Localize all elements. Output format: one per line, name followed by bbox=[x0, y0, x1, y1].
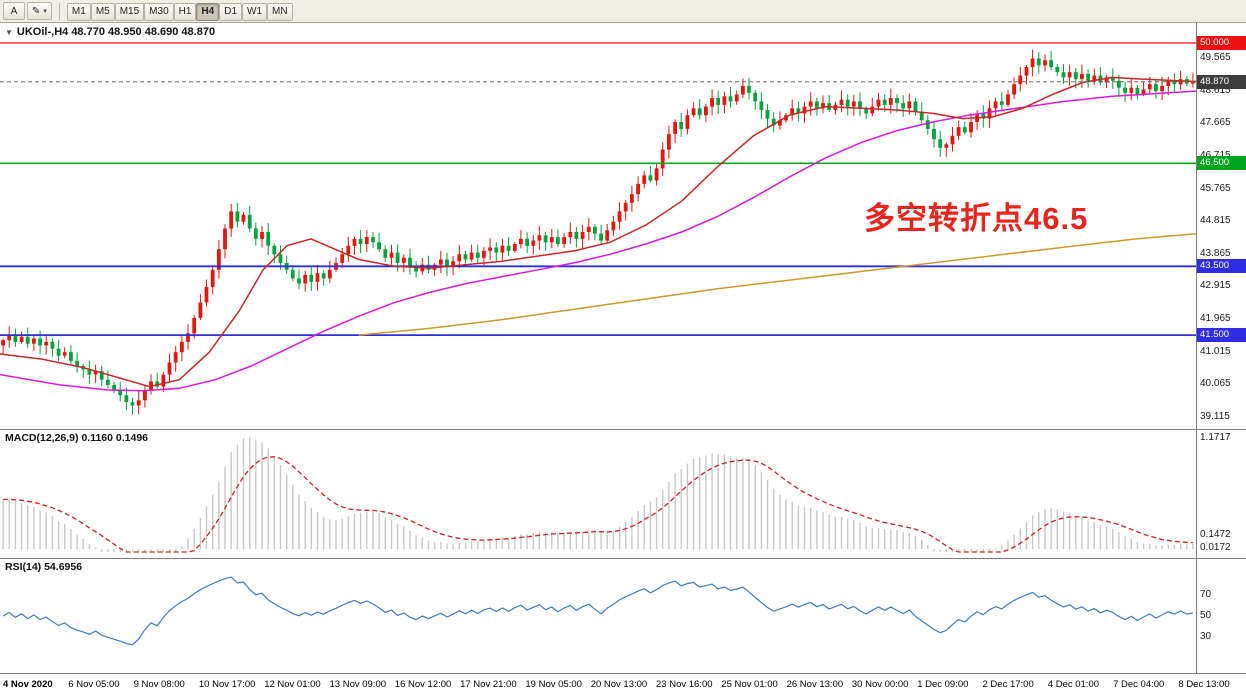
price-axis-label: 49.565 bbox=[1200, 51, 1231, 63]
timeframe-button-M15[interactable]: M15 bbox=[114, 2, 145, 21]
rsi-plot-area: RSI(14) 54.6956 bbox=[0, 559, 1196, 673]
symbol-ohlc-text: UKOil-,H4 48.770 48.950 48.690 48.870 bbox=[16, 26, 216, 38]
timeframe-button-D1[interactable]: D1 bbox=[219, 2, 243, 21]
price-axis-label: 43.865 bbox=[1200, 247, 1231, 259]
pointer-tool-button[interactable]: A bbox=[3, 2, 25, 20]
time-axis[interactable]: 4 Nov 2020 6 Nov 05:00 9 Nov 08:00 10 Nov 1… bbox=[0, 674, 1246, 698]
rsi-axis-label: 70 bbox=[1200, 589, 1212, 601]
macd-axis-label: 0.0172 bbox=[1200, 541, 1231, 553]
time-axis-label: 4 Dec 01:00 bbox=[1047, 679, 1100, 690]
timeframe-button-MN[interactable]: MN bbox=[267, 2, 293, 21]
price-axis-label: 39.115 bbox=[1200, 411, 1230, 422]
price-axis-label: 40.065 bbox=[1200, 378, 1231, 390]
rsi-chart-canvas[interactable] bbox=[0, 559, 1196, 673]
pencil-icon: ✎ bbox=[32, 5, 41, 17]
time-axis-label: 20 Nov 13:00 bbox=[590, 679, 648, 690]
macd-axis[interactable]: 1.1717 0.1472 0.0172 bbox=[1196, 430, 1246, 558]
chart-annotation: 多空转折点46.5 bbox=[864, 201, 1089, 236]
symbol-title: ▼ UKOil-,H4 48.770 48.950 48.690 48.870 bbox=[5, 26, 215, 38]
main-plot-area: ▼ UKOil-,H4 48.770 48.950 48.690 48.870 … bbox=[0, 23, 1196, 429]
time-axis-label: 9 Nov 08:00 bbox=[133, 679, 185, 690]
candlestick-chart-canvas[interactable] bbox=[0, 23, 1196, 429]
collapse-triangle-icon[interactable]: ▼ bbox=[5, 27, 13, 37]
price-level-badge: 41.500 bbox=[1197, 328, 1246, 343]
time-axis-label: 25 Nov 01:00 bbox=[721, 679, 778, 690]
rsi-label: RSI(14) 54.6956 bbox=[5, 561, 83, 573]
price-axis-label: 48.615 bbox=[1200, 84, 1231, 96]
price-axis-label: 42.915 bbox=[1200, 280, 1231, 292]
price-level-badge: 46.500 bbox=[1197, 156, 1246, 171]
rsi-axis-label: 30 bbox=[1200, 630, 1212, 642]
time-axis-label: 2 Dec 17:00 bbox=[982, 679, 1034, 690]
time-axis-label: 23 Nov 16:00 bbox=[656, 679, 713, 690]
time-axis-label: 12 Nov 01:00 bbox=[264, 679, 321, 690]
rsi-panel: RSI(14) 54.6956 70 50 30 bbox=[0, 559, 1246, 674]
chevron-down-icon: ▾ bbox=[43, 8, 47, 15]
main-chart-panel: ▼ UKOil-,H4 48.770 48.950 48.690 48.870 … bbox=[0, 23, 1246, 430]
toolbar-separator bbox=[58, 2, 60, 20]
macd-axis-label: 0.1472 bbox=[1200, 529, 1231, 541]
price-axis-label: 41.015 bbox=[1200, 345, 1231, 357]
time-axis-label: 10 Nov 17:00 bbox=[198, 679, 256, 690]
time-axis-label: 26 Nov 13:00 bbox=[786, 679, 844, 690]
time-axis-label: 4 Nov 2020 bbox=[3, 679, 53, 690]
time-axis-label: 1 Dec 09:00 bbox=[917, 679, 969, 690]
time-axis-label: 19 Nov 05:00 bbox=[525, 679, 582, 690]
timeframe-button-group: M1 M5 M15 M30 H1 H4 D1 W1 MN bbox=[66, 1, 293, 21]
macd-plot-area: MACD(12,26,9) 0.1160 0.1496 bbox=[0, 430, 1196, 558]
time-axis-label: 13 Nov 09:00 bbox=[329, 679, 387, 690]
price-level-badge: 43.500 bbox=[1197, 259, 1246, 274]
timeframe-button-W1[interactable]: W1 bbox=[242, 2, 268, 21]
timeframe-button-M5[interactable]: M5 bbox=[90, 2, 115, 21]
macd-panel: MACD(12,26,9) 0.1160 0.1496 1.1717 0.1472… bbox=[0, 430, 1246, 559]
time-axis-label: 8 Dec 13:00 bbox=[1178, 679, 1230, 690]
time-axis-label: 17 Nov 21:00 bbox=[460, 679, 517, 690]
price-axis-label: 41.965 bbox=[1200, 313, 1231, 325]
time-axis-label: 16 Nov 12:00 bbox=[394, 679, 452, 690]
current-price-badge: 48.870 bbox=[1197, 74, 1246, 89]
timeframe-button-H4[interactable]: H4 bbox=[196, 2, 220, 21]
rsi-axis-label: 50 bbox=[1200, 610, 1212, 621]
draw-tool-button[interactable]: ✎ ▾ bbox=[27, 2, 52, 20]
timeframe-button-H1[interactable]: H1 bbox=[173, 2, 197, 21]
macd-chart-canvas[interactable] bbox=[0, 430, 1196, 558]
price-axis-label: 47.665 bbox=[1200, 117, 1231, 129]
time-axis-label: 30 Nov 00:00 bbox=[851, 679, 909, 690]
price-axis-label: 45.765 bbox=[1200, 182, 1231, 194]
price-axis-label: 46.715 bbox=[1200, 150, 1231, 161]
price-axis-label: 44.815 bbox=[1200, 215, 1231, 227]
timeframe-button-M30[interactable]: M30 bbox=[144, 2, 174, 21]
macd-label: MACD(12,26,9) 0.1160 0.1496 bbox=[5, 432, 149, 444]
price-axis[interactable]: 49.565 48.615 47.665 46.715 45.765 44.815 43.8… bbox=[1196, 23, 1246, 429]
macd-axis-label: 1.1717 bbox=[1200, 431, 1231, 443]
rsi-axis[interactable]: 70 50 30 bbox=[1196, 559, 1246, 673]
time-axis-label: 7 Dec 04:00 bbox=[1113, 679, 1165, 690]
price-level-badge: 50.000 bbox=[1197, 36, 1246, 50]
toolbar: A ✎ ▾ M1 M5 M15 M30 H1 H4 D1 W1 MN bbox=[0, 0, 1246, 23]
time-axis-label: 6 Nov 05:00 bbox=[68, 679, 120, 690]
timeframe-button-M1[interactable]: M1 bbox=[66, 2, 91, 21]
